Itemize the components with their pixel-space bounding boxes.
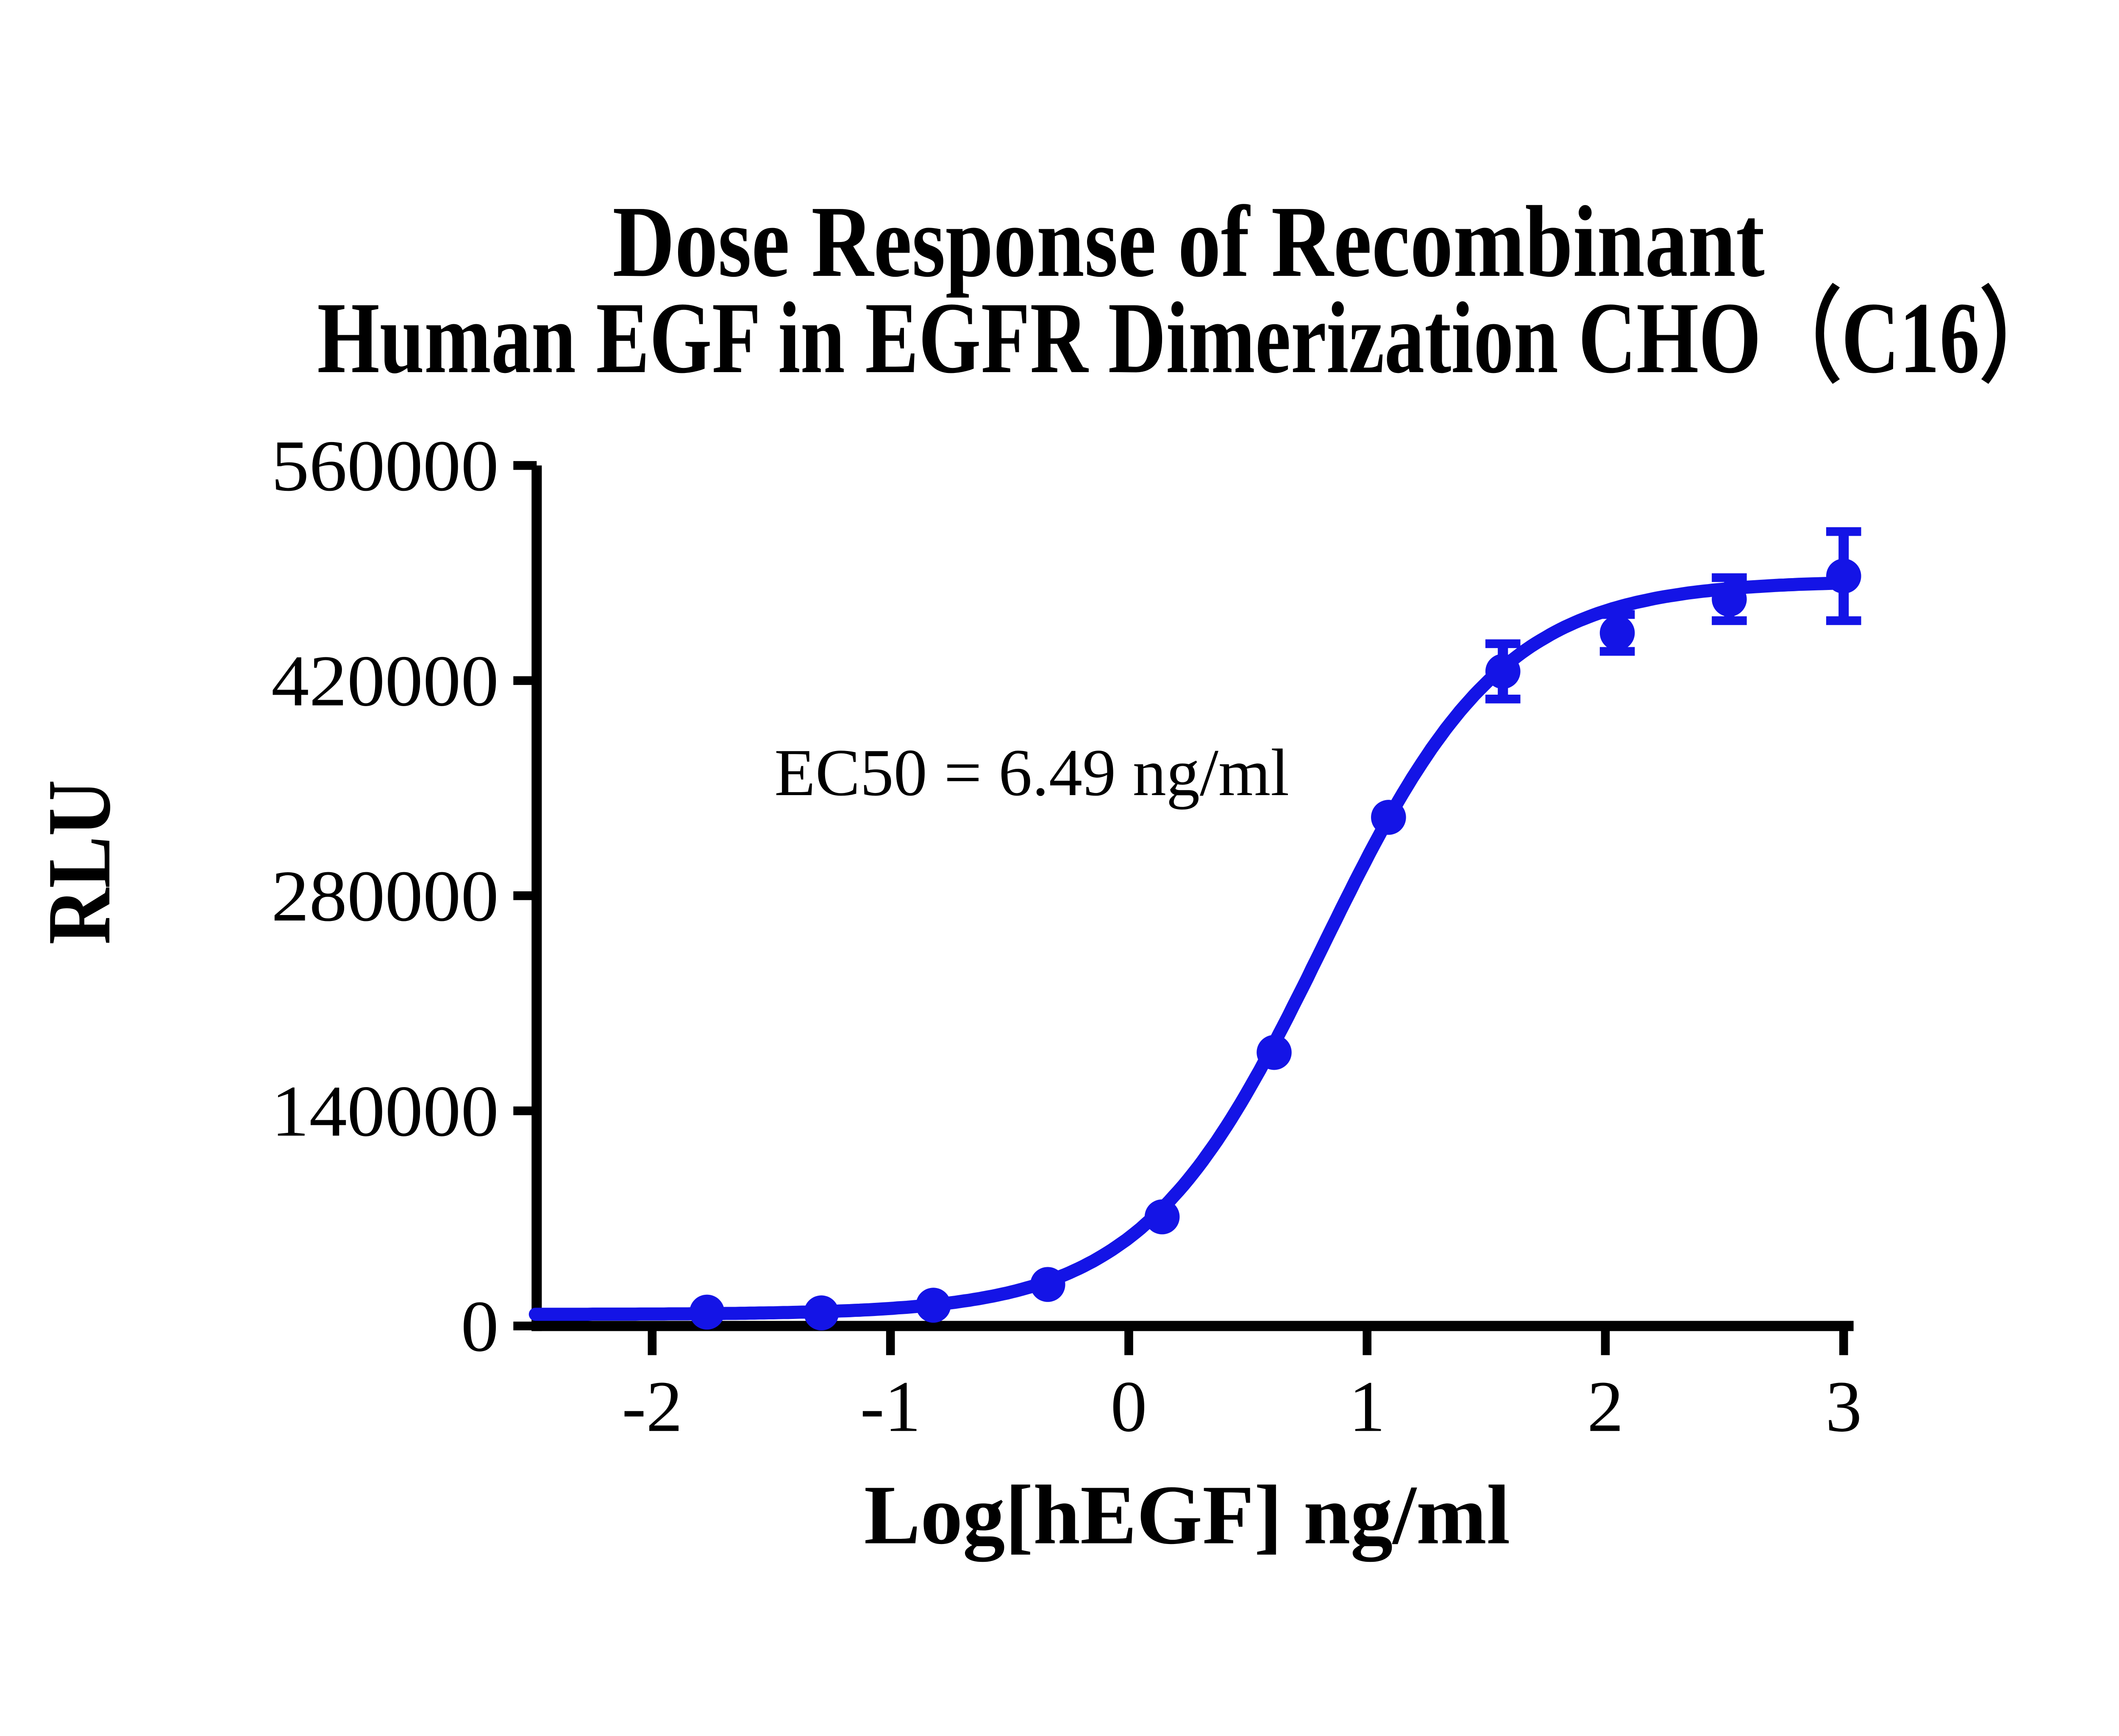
data-point: [1599, 615, 1635, 651]
data-point: [804, 1295, 839, 1330]
data-point: [1030, 1267, 1065, 1302]
data-point: [1712, 581, 1747, 617]
y-tick-label: 280000: [271, 856, 499, 937]
error-bars: [1485, 527, 1861, 704]
y-tick-label: 0: [461, 1286, 498, 1367]
data-point: [1144, 1199, 1180, 1235]
x-tick-label: 1: [1349, 1366, 1385, 1447]
x-axis-title: Log[hEGF] ng/ml: [864, 1468, 1510, 1562]
data-point: [1485, 654, 1521, 689]
y-axis-title: RLU: [29, 780, 129, 945]
x-tick-label: 0: [1110, 1366, 1147, 1447]
dose-response-curve: [528, 576, 1848, 1321]
data-point: [1257, 1035, 1292, 1070]
x-axis-ticks: -2 -1 0 1 2 3: [622, 1326, 1862, 1447]
fitted-curve-group: [528, 576, 1848, 1321]
y-tick-label: 420000: [271, 641, 499, 721]
y-tick-label: 140000: [271, 1071, 499, 1152]
ec50-annotation: EC50 = 6.49 ng/ml: [774, 736, 1289, 810]
y-tick-label: 560000: [271, 426, 499, 506]
data-point: [1371, 800, 1406, 835]
data-point-markers: [689, 558, 1861, 1330]
chart-title-line-1: Dose Response of Recombinant: [612, 185, 1765, 298]
chart-title-line-2: Human EGF in EGFR Dimerization CHO（C16）: [317, 281, 2060, 395]
x-tick-label: 2: [1587, 1366, 1624, 1447]
data-point: [916, 1288, 951, 1323]
data-point: [1826, 558, 1861, 594]
x-tick-label: 3: [1825, 1366, 1862, 1447]
data-point: [689, 1294, 725, 1330]
x-tick-label: -2: [622, 1366, 682, 1447]
x-tick-label: -1: [860, 1366, 921, 1447]
y-axis-ticks: 0 140000 280000 420000 560000: [271, 426, 537, 1367]
